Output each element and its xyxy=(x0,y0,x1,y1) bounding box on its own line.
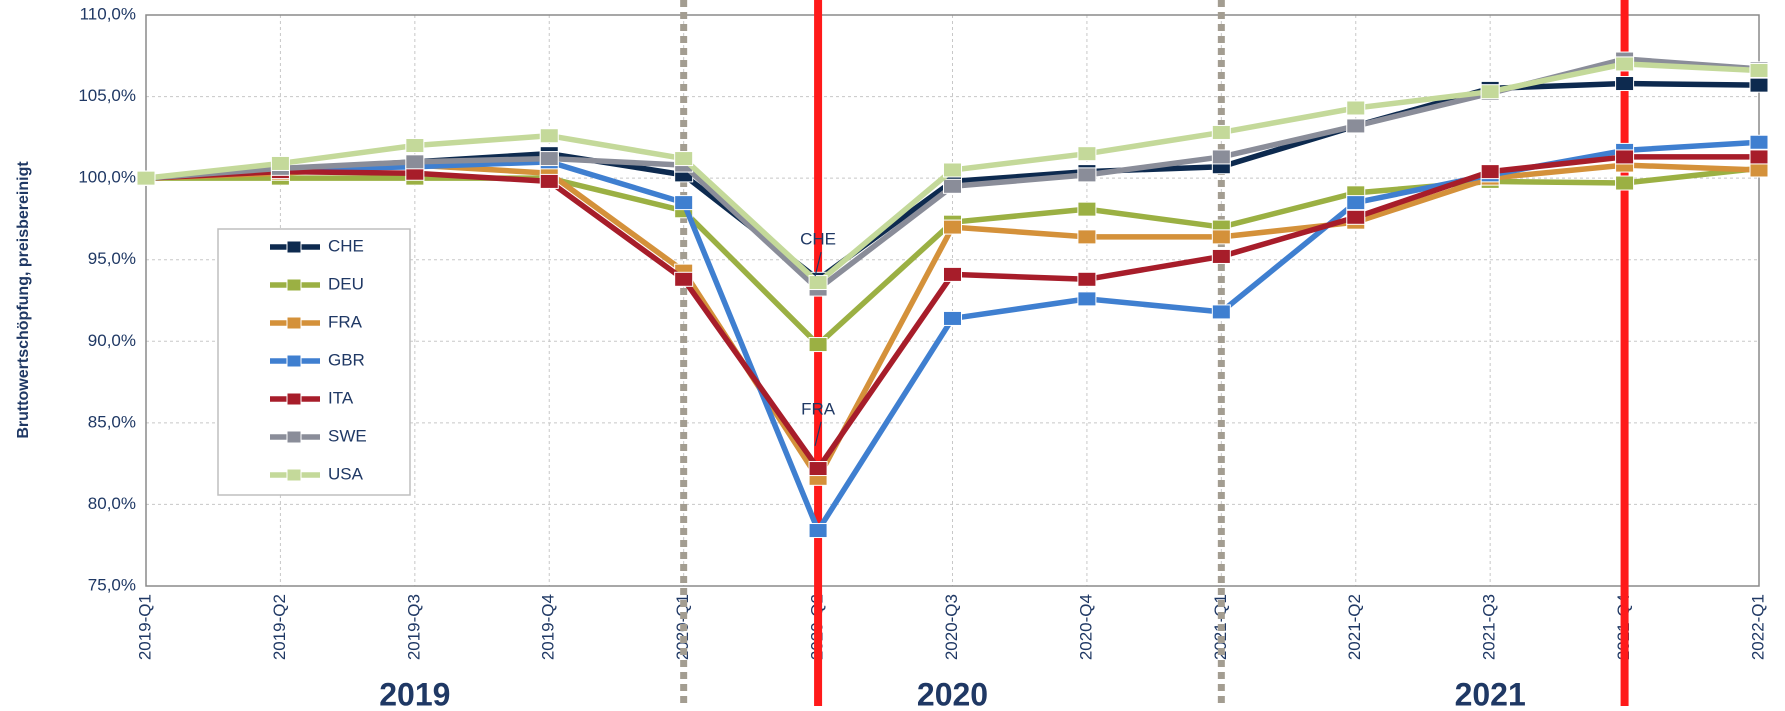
y-tick-label: 105,0% xyxy=(78,86,136,105)
y-tick-label: 100,0% xyxy=(78,168,136,187)
point-marker xyxy=(943,219,962,235)
point-marker xyxy=(1749,149,1769,165)
point-marker xyxy=(539,151,559,167)
legend-label: USA xyxy=(328,464,364,483)
annotation: FRA xyxy=(801,399,836,418)
legend-marker xyxy=(286,392,302,406)
point-marker xyxy=(539,128,559,144)
legend-label: DEU xyxy=(328,274,364,293)
plot-frame xyxy=(145,14,1760,587)
year-label: 2020 xyxy=(917,676,988,711)
point-marker xyxy=(808,523,828,539)
year-label: 2021 xyxy=(1455,676,1526,711)
point-marker xyxy=(1615,175,1635,191)
point-marker xyxy=(1077,271,1097,287)
point-marker xyxy=(674,271,694,287)
y-axis-label: Bruttowertschöpfung, preisbereinigt xyxy=(15,161,32,439)
point-marker xyxy=(1346,100,1366,116)
point-marker xyxy=(1749,134,1769,150)
legend-label: GBR xyxy=(328,350,365,369)
x-tick-label: 2021-Q3 xyxy=(1480,594,1499,660)
point-marker xyxy=(1749,77,1769,93)
point-marker xyxy=(1615,149,1635,165)
point-marker xyxy=(1346,209,1366,225)
point-marker xyxy=(808,461,828,477)
point-marker xyxy=(1480,84,1500,100)
annotation-arrow xyxy=(814,251,822,277)
legend-label: FRA xyxy=(328,312,363,331)
legend-label: CHE xyxy=(328,236,364,255)
legend-marker xyxy=(286,278,302,292)
point-marker xyxy=(136,170,156,186)
legend-marker xyxy=(286,354,302,368)
point-marker xyxy=(405,154,425,170)
point-marker xyxy=(1211,304,1231,320)
y-tick-label: 80,0% xyxy=(88,494,136,513)
annotation: CHE xyxy=(800,230,836,249)
point-marker xyxy=(943,162,962,178)
y-tick-label: 95,0% xyxy=(88,249,136,268)
point-marker xyxy=(943,266,962,282)
y-tick-label: 90,0% xyxy=(88,331,136,350)
point-marker xyxy=(1211,149,1231,165)
x-tick-label: 2020-Q3 xyxy=(942,594,961,660)
point-marker xyxy=(1615,76,1635,92)
point-marker xyxy=(1346,118,1366,134)
legend-label: ITA xyxy=(328,388,354,407)
point-marker xyxy=(1346,195,1366,211)
point-marker xyxy=(674,195,694,211)
legend-marker xyxy=(286,316,302,330)
x-tick-label: 2020-Q4 xyxy=(1076,594,1095,660)
point-marker xyxy=(539,173,559,189)
x-tick-label: 2019-Q1 xyxy=(135,594,154,660)
point-marker xyxy=(1077,167,1097,183)
point-marker xyxy=(270,155,290,171)
point-marker xyxy=(1077,291,1097,307)
point-marker xyxy=(808,337,828,353)
legend-marker xyxy=(286,430,302,444)
point-marker xyxy=(1211,248,1231,264)
point-marker xyxy=(405,138,425,154)
point-marker xyxy=(808,275,828,291)
legend-marker xyxy=(286,240,302,254)
annotation-arrow xyxy=(814,421,822,446)
point-marker xyxy=(1077,146,1097,162)
y-tick-label: 110,0% xyxy=(80,4,136,23)
x-tick-label: 2019-Q4 xyxy=(539,594,558,660)
x-tick-label: 2022-Q1 xyxy=(1748,594,1767,660)
y-tick-label: 85,0% xyxy=(88,412,136,431)
point-marker xyxy=(1480,164,1500,180)
x-tick-label: 2021-Q2 xyxy=(1345,594,1364,660)
legend-label: SWE xyxy=(328,426,367,445)
point-marker xyxy=(1749,62,1769,78)
y-tick-label: 75,0% xyxy=(88,575,136,594)
point-marker xyxy=(1077,229,1097,245)
point-marker xyxy=(1077,201,1097,217)
point-marker xyxy=(1211,124,1231,140)
year-label: 2019 xyxy=(379,676,450,711)
legend-marker xyxy=(286,468,302,482)
point-marker xyxy=(1749,162,1769,178)
point-marker xyxy=(674,151,694,167)
point-marker xyxy=(943,178,962,194)
point-marker xyxy=(1615,56,1635,72)
x-tick-label: 2019-Q3 xyxy=(404,594,423,660)
point-marker xyxy=(1211,229,1231,245)
point-marker xyxy=(943,310,962,326)
x-tick-label: 2019-Q2 xyxy=(270,594,289,660)
